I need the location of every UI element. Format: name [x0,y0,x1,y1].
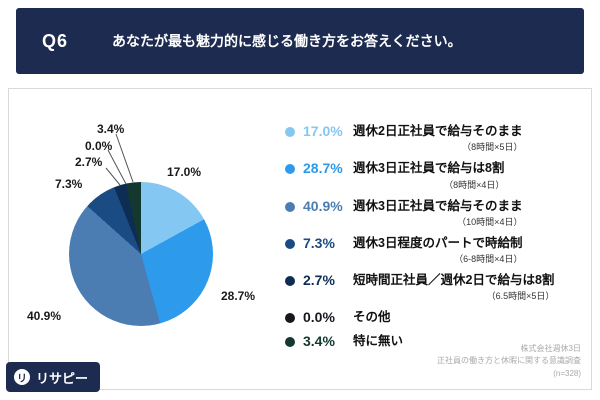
legend-percent: 17.0% [303,123,343,139]
pie-label-17: 17.0% [167,165,202,179]
pie-label-73: 7.3% [55,177,83,191]
question-number: Q6 [42,30,69,51]
legend-item: 3.4% 特に無い [285,333,585,349]
pie-label-34: 3.4% [97,122,125,136]
legend-label: 週休3日正社員で給与そのまま （10時間×4日） [353,198,523,227]
pie-label-27: 2.7% [75,155,103,169]
legend-percent: 2.7% [303,272,335,288]
pie-chart [69,182,213,326]
legend-item: 2.7% 短時間正社員／週休2日で給与は8割 （6.5時間×5日） [285,272,585,302]
legend-color-dot [285,201,295,212]
legend-color-dot [285,276,295,286]
source-line: 正社員の働き方と休暇に関する意識調査 [437,356,581,366]
legend-label: 週休2日正社員で給与そのまま （8時間×5日） [353,124,523,153]
logo-text: リサピー [36,370,89,386]
legend-label: 週休3日程度のパートで時給制 （6-8時間×4日） [353,235,523,264]
legend-color-dot [285,127,295,137]
source-line: (n=328) [553,369,581,379]
chart-legend: 17.0% 週休2日正社員で給与そのまま （8時間×5日） 28.7% 週休3日… [285,123,585,356]
legend-label: 週休3日正社員で給与は8割 （8時間×4日） [353,161,505,190]
source-line: 株式会社週休3日 [520,343,581,353]
brand-logo: リ リサピー [6,362,101,392]
legend-item: 28.7% 週休3日正社員で給与は8割 （8時間×4日） [285,160,585,190]
chart-card: 17.0% 28.7% 40.9% 7.3% 2.7% 0.0% 3.4% 17… [8,88,592,390]
legend-item: 17.0% 週休2日正社員で給与そのまま （8時間×5日） [285,123,585,153]
legend-label: 特に無い [353,333,404,348]
question-header: Q6 あなたが最も魅力的に感じる働き方をお答えください。 [16,8,584,74]
pie-label-287: 28.7% [221,289,256,303]
pie-label-00: 0.0% [85,139,113,153]
legend-color-dot [285,313,295,324]
pie-label-409: 40.9% [27,309,62,323]
legend-item: 7.3% 週休3日程度のパートで時給制 （6-8時間×4日） [285,235,585,265]
legend-percent: 7.3% [303,234,335,251]
question-title: あなたが最も魅力的に感じる働き方をお答えください。 [112,33,462,49]
legend-color-dot [285,164,295,175]
legend-item: 40.9% 週休3日正社員で給与そのまま （10時間×4日） [285,198,585,228]
legend-percent: 40.9% [303,197,343,214]
legend-color-dot [285,238,295,249]
legend-label: 短時間正社員／週休2日で給与は8割 （6.5時間×5日） [353,273,555,302]
legend-label: その他 [353,310,391,325]
legend-item: 0.0% その他 [285,309,585,325]
logo-icon: リ [14,369,30,385]
legend-percent: 28.7% [303,160,343,177]
legend-percent: 0.0% [303,309,335,326]
legend-percent: 3.4% [303,332,335,349]
legend-color-dot [285,336,295,347]
source-note: 株式会社週休3日 正社員の働き方と休暇に関する意識調査 (n=328) [437,343,581,381]
